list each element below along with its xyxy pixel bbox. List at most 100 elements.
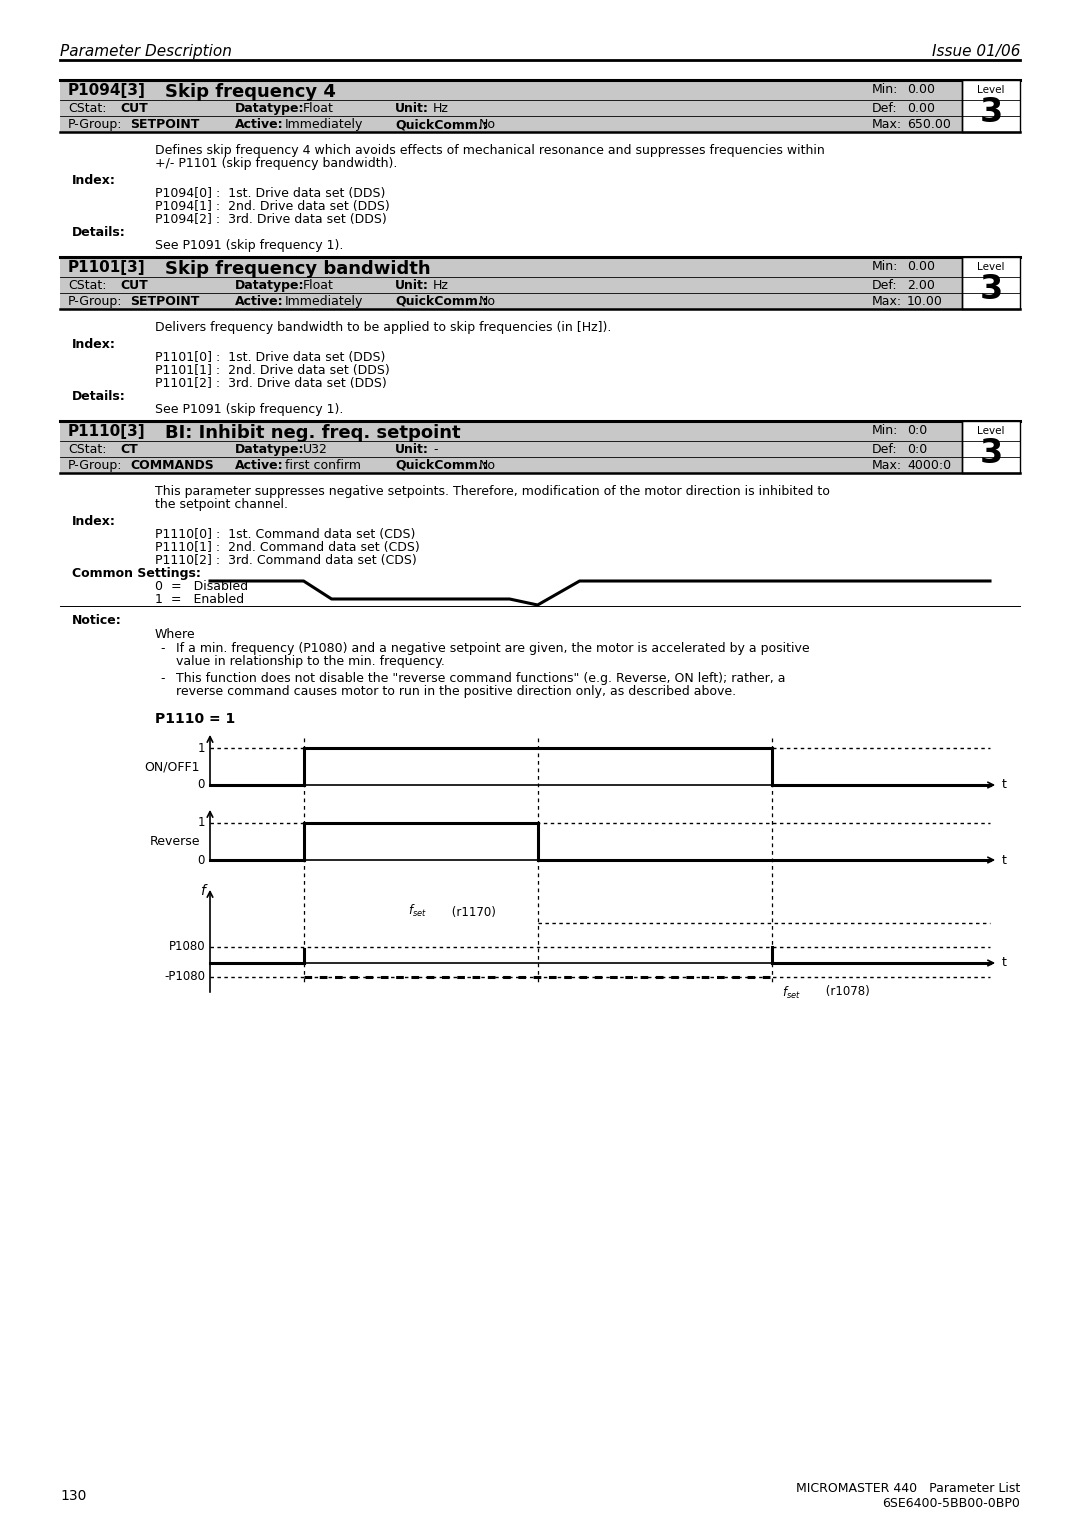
Text: 3: 3 bbox=[980, 274, 1002, 306]
Text: -: - bbox=[433, 443, 437, 455]
Text: Index:: Index: bbox=[72, 174, 116, 186]
Text: Immediately: Immediately bbox=[285, 295, 363, 309]
Text: $f_{set}$: $f_{set}$ bbox=[782, 986, 800, 1001]
Text: Datatype:: Datatype: bbox=[235, 102, 305, 115]
Text: Index:: Index: bbox=[72, 338, 116, 351]
Text: (r1170): (r1170) bbox=[447, 906, 496, 918]
Text: t: t bbox=[1002, 957, 1007, 969]
Text: CUT: CUT bbox=[120, 102, 148, 115]
Text: -: - bbox=[160, 672, 164, 685]
Text: No: No bbox=[480, 118, 496, 131]
Text: 0: 0 bbox=[198, 778, 205, 792]
Text: Unit:: Unit: bbox=[395, 443, 429, 455]
Text: 3: 3 bbox=[980, 437, 1002, 471]
Text: t: t bbox=[1002, 854, 1007, 866]
Text: Skip frequency 4: Skip frequency 4 bbox=[165, 83, 336, 101]
Text: CStat:: CStat: bbox=[68, 280, 107, 292]
Bar bbox=[962, 257, 1020, 309]
Text: Def:: Def: bbox=[872, 443, 897, 455]
Text: CStat:: CStat: bbox=[68, 443, 107, 455]
Text: -: - bbox=[160, 642, 164, 656]
Text: U32: U32 bbox=[303, 443, 328, 455]
Text: P1110 = 1: P1110 = 1 bbox=[156, 712, 235, 726]
Text: 2.00: 2.00 bbox=[907, 280, 935, 292]
Text: first confirm: first confirm bbox=[285, 458, 361, 472]
Bar bbox=[60, 79, 962, 131]
Text: 0.00: 0.00 bbox=[907, 260, 935, 274]
Text: -P1080: -P1080 bbox=[164, 970, 205, 984]
Text: Def:: Def: bbox=[872, 102, 897, 115]
Text: Min:: Min: bbox=[872, 423, 899, 437]
Text: Max:: Max: bbox=[872, 458, 902, 472]
Text: 3: 3 bbox=[980, 96, 1002, 128]
Text: 1  =   Enabled: 1 = Enabled bbox=[156, 593, 244, 607]
Text: Min:: Min: bbox=[872, 260, 899, 274]
Text: f: f bbox=[200, 885, 205, 898]
Text: COMMANDS: COMMANDS bbox=[130, 458, 214, 472]
Text: 0:0: 0:0 bbox=[907, 423, 928, 437]
Text: 0.00: 0.00 bbox=[907, 102, 935, 115]
Text: QuickComm.:: QuickComm.: bbox=[395, 295, 488, 309]
Text: 6SE6400-5BB00-0BP0: 6SE6400-5BB00-0BP0 bbox=[882, 1497, 1020, 1510]
Text: CUT: CUT bbox=[120, 280, 148, 292]
Text: Index:: Index: bbox=[72, 515, 116, 529]
Text: Level: Level bbox=[977, 86, 1004, 95]
Text: 0:0: 0:0 bbox=[907, 443, 928, 455]
Text: No: No bbox=[480, 458, 496, 472]
Text: This parameter suppresses negative setpoints. Therefore, modification of the mot: This parameter suppresses negative setpo… bbox=[156, 484, 829, 498]
Bar bbox=[962, 422, 1020, 474]
Text: Reverse: Reverse bbox=[149, 834, 200, 848]
Text: Max:: Max: bbox=[872, 118, 902, 131]
Text: ON/OFF1: ON/OFF1 bbox=[145, 759, 200, 773]
Text: Parameter Description: Parameter Description bbox=[60, 44, 232, 60]
Text: Float: Float bbox=[303, 280, 334, 292]
Bar bbox=[60, 257, 962, 309]
Text: 0  =   Disabled: 0 = Disabled bbox=[156, 581, 248, 593]
Text: Issue 01/06: Issue 01/06 bbox=[931, 44, 1020, 60]
Text: +/- P1101 (skip frequency bandwidth).: +/- P1101 (skip frequency bandwidth). bbox=[156, 157, 397, 170]
Text: P1110[0] :  1st. Command data set (CDS): P1110[0] : 1st. Command data set (CDS) bbox=[156, 529, 416, 541]
Text: QuickComm.:: QuickComm.: bbox=[395, 118, 488, 131]
Text: the setpoint channel.: the setpoint channel. bbox=[156, 498, 288, 510]
Text: Level: Level bbox=[977, 261, 1004, 272]
Text: Delivers frequency bandwidth to be applied to skip frequencies (in [Hz]).: Delivers frequency bandwidth to be appli… bbox=[156, 321, 611, 335]
Text: Datatype:: Datatype: bbox=[235, 280, 305, 292]
Text: SETPOINT: SETPOINT bbox=[130, 295, 200, 309]
Text: t: t bbox=[1002, 778, 1007, 792]
Text: P-Group:: P-Group: bbox=[68, 295, 122, 309]
Text: Def:: Def: bbox=[872, 280, 897, 292]
Text: Unit:: Unit: bbox=[395, 102, 429, 115]
Text: Hz: Hz bbox=[433, 280, 449, 292]
Text: P1110[1] :  2nd. Command data set (CDS): P1110[1] : 2nd. Command data set (CDS) bbox=[156, 541, 420, 555]
Text: P1094[3]: P1094[3] bbox=[68, 83, 146, 98]
Text: P1080: P1080 bbox=[168, 941, 205, 953]
Text: P1110[2] :  3rd. Command data set (CDS): P1110[2] : 3rd. Command data set (CDS) bbox=[156, 555, 417, 567]
Text: 650.00: 650.00 bbox=[907, 118, 950, 131]
Text: $f_{set}$: $f_{set}$ bbox=[407, 903, 427, 918]
Text: 0.00: 0.00 bbox=[907, 83, 935, 96]
Text: Immediately: Immediately bbox=[285, 118, 363, 131]
Bar bbox=[60, 422, 962, 474]
Text: See P1091 (skip frequency 1).: See P1091 (skip frequency 1). bbox=[156, 403, 343, 416]
Text: value in relationship to the min. frequency.: value in relationship to the min. freque… bbox=[176, 656, 445, 668]
Text: 1: 1 bbox=[198, 816, 205, 830]
Text: Max:: Max: bbox=[872, 295, 902, 309]
Text: See P1091 (skip frequency 1).: See P1091 (skip frequency 1). bbox=[156, 238, 343, 252]
Text: P1101[3]: P1101[3] bbox=[68, 260, 146, 275]
Text: Details:: Details: bbox=[72, 226, 125, 238]
Text: BI: Inhibit neg. freq. setpoint: BI: Inhibit neg. freq. setpoint bbox=[165, 423, 461, 442]
Text: No: No bbox=[480, 295, 496, 309]
Text: 1: 1 bbox=[198, 741, 205, 755]
Text: P1101[2] :  3rd. Drive data set (DDS): P1101[2] : 3rd. Drive data set (DDS) bbox=[156, 377, 387, 390]
Text: Min:: Min: bbox=[872, 83, 899, 96]
Text: Active:: Active: bbox=[235, 295, 284, 309]
Text: MICROMASTER 440   Parameter List: MICROMASTER 440 Parameter List bbox=[796, 1482, 1020, 1494]
Text: Float: Float bbox=[303, 102, 334, 115]
Text: Notice:: Notice: bbox=[72, 614, 122, 626]
Text: 0: 0 bbox=[198, 854, 205, 866]
Text: P1101[1] :  2nd. Drive data set (DDS): P1101[1] : 2nd. Drive data set (DDS) bbox=[156, 364, 390, 377]
Text: Where: Where bbox=[156, 628, 195, 642]
Text: SETPOINT: SETPOINT bbox=[130, 118, 200, 131]
Text: Defines skip frequency 4 which avoids effects of mechanical resonance and suppre: Defines skip frequency 4 which avoids ef… bbox=[156, 144, 825, 157]
Text: reverse command causes motor to run in the positive direction only, as described: reverse command causes motor to run in t… bbox=[176, 685, 737, 698]
